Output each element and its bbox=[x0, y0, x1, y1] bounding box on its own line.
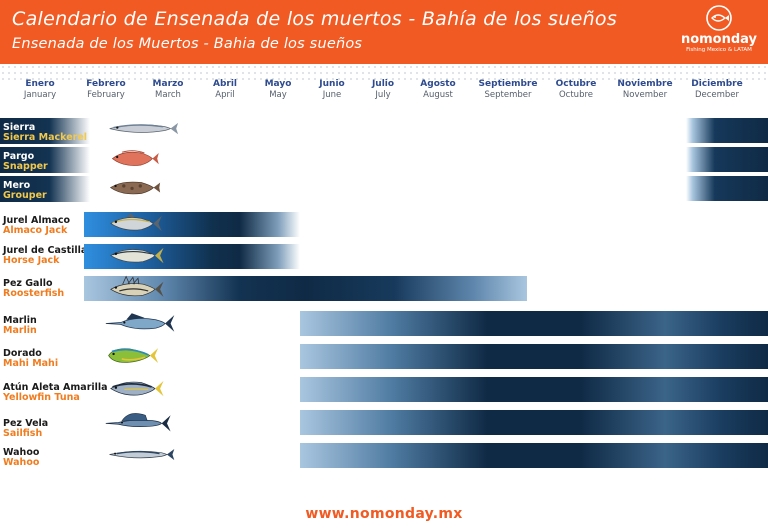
sierra-mackerel-icon bbox=[109, 122, 179, 135]
month-june: Junio June bbox=[292, 79, 372, 101]
footer-website-link[interactable]: www.nomonday.mx bbox=[305, 506, 463, 522]
month-label-es: Julio bbox=[371, 79, 395, 89]
species-name-es: Sierra bbox=[3, 122, 36, 133]
month-label-es: Enero bbox=[25, 79, 55, 89]
month-november: Noviembre November bbox=[605, 79, 685, 101]
month-label-en: July bbox=[375, 90, 391, 100]
month-august: Agosto August bbox=[398, 79, 478, 101]
species-name-es: Pez Vela bbox=[3, 418, 49, 429]
snapper-icon bbox=[111, 150, 159, 166]
month-label-en: January bbox=[23, 90, 57, 100]
month-label-en: May bbox=[269, 90, 287, 100]
species-name-es: Pargo bbox=[3, 151, 35, 162]
almaco-jack-icon bbox=[110, 213, 162, 232]
species-label-box bbox=[0, 176, 90, 202]
month-label-es: Noviembre bbox=[617, 79, 673, 89]
brand-name: nomonday bbox=[680, 32, 758, 47]
month-february: Febrero February bbox=[66, 79, 146, 101]
sailfish-icon bbox=[105, 413, 171, 432]
month-label-es: Agosto bbox=[420, 79, 456, 89]
brand-logo[interactable]: nomonday Fishing Mexico & LATAM bbox=[676, 4, 762, 60]
month-label-en: February bbox=[87, 90, 125, 100]
species-name-es: Dorado bbox=[3, 348, 42, 359]
species-name-en: Wahoo bbox=[3, 457, 40, 468]
month-label-es: Febrero bbox=[86, 79, 126, 89]
month-label-en: December bbox=[694, 90, 740, 100]
month-july: Julio July bbox=[343, 79, 423, 101]
month-january: Enero January bbox=[0, 79, 80, 101]
page-title: Calendario de Ensenada de los muertos - … bbox=[12, 8, 618, 30]
month-label-en: September bbox=[484, 90, 532, 100]
month-label-es: Septiembre bbox=[478, 79, 538, 89]
species-name-es: Mero bbox=[3, 180, 31, 191]
dotted-divider bbox=[0, 64, 768, 80]
species-name-en: Horse Jack bbox=[3, 255, 60, 266]
roosterfish-icon bbox=[110, 275, 164, 297]
grouper-icon bbox=[110, 181, 161, 195]
month-label-en: March bbox=[155, 90, 181, 100]
month-label-en: August bbox=[423, 90, 453, 100]
species-name-es: Atún Aleta Amarilla bbox=[3, 382, 108, 393]
month-march: Marzo March bbox=[128, 79, 208, 101]
month-label-es: Mayo bbox=[264, 79, 292, 89]
wahoo-icon bbox=[109, 448, 175, 461]
season-bar-marlin bbox=[300, 311, 768, 336]
month-label-en: Octubre bbox=[558, 90, 594, 100]
species-label-box bbox=[0, 118, 90, 144]
season-bar-grouper bbox=[686, 176, 768, 201]
species-name-en: Roosterfish bbox=[3, 288, 65, 299]
species-name-es: Jurel de Castilla bbox=[3, 245, 88, 256]
mahi-mahi-icon bbox=[108, 348, 159, 364]
horse-jack-icon bbox=[110, 247, 164, 264]
species-name-es: Jurel Almaco bbox=[3, 215, 71, 226]
species-name-en: Snapper bbox=[3, 161, 48, 172]
month-label-es: Marzo bbox=[152, 79, 184, 89]
species-name-en: Sierra Mackerel bbox=[3, 132, 88, 143]
species-name-en: Almaco Jack bbox=[3, 225, 68, 236]
species-name-en: Sailfish bbox=[3, 428, 43, 439]
month-label-en: April bbox=[215, 90, 235, 100]
month-label-es: Abril bbox=[212, 79, 238, 89]
season-bar-mahi-mahi bbox=[300, 344, 768, 369]
month-may: Mayo May bbox=[238, 79, 318, 101]
fish-circle-logo-icon bbox=[706, 5, 732, 31]
month-label-es: Diciembre bbox=[691, 79, 743, 89]
season-bar-sierra-mackerel bbox=[686, 118, 768, 143]
species-name-es: Pez Gallo bbox=[3, 278, 53, 289]
season-bar-wahoo bbox=[300, 443, 768, 468]
month-september: Septiembre September bbox=[468, 79, 548, 101]
species-name-en: Grouper bbox=[3, 190, 47, 201]
season-bar-yellowfin-tuna bbox=[300, 377, 768, 402]
month-label-en: November bbox=[622, 90, 668, 100]
species-name-en: Mahi Mahi bbox=[3, 358, 59, 369]
season-bar-snapper bbox=[686, 147, 768, 172]
marlin-icon bbox=[105, 313, 175, 332]
species-name-es: Marlin bbox=[3, 315, 37, 326]
species-name-en: Marlin bbox=[3, 325, 37, 336]
season-bar-sailfish bbox=[300, 410, 768, 435]
month-april: Abril April bbox=[185, 79, 265, 101]
species-label-box bbox=[0, 147, 90, 173]
species-name-en: Yellowfin Tuna bbox=[3, 392, 80, 403]
species-name-es: Wahoo bbox=[3, 447, 40, 458]
month-label-es: Octubre bbox=[555, 79, 597, 89]
yellowfin-tuna-icon bbox=[110, 380, 164, 397]
header-banner: Calendario de Ensenada de los muertos - … bbox=[0, 0, 768, 64]
page-subtitle: Ensenada de los Muertos - Bahia de los s… bbox=[12, 36, 363, 52]
brand-tagline: Fishing Mexico & LATAM bbox=[686, 47, 752, 53]
month-december: Diciembre December bbox=[677, 79, 757, 101]
month-label-es: Junio bbox=[319, 79, 345, 89]
month-octubre: Octubre Octubre bbox=[536, 79, 616, 101]
month-label-en: June bbox=[322, 90, 342, 100]
